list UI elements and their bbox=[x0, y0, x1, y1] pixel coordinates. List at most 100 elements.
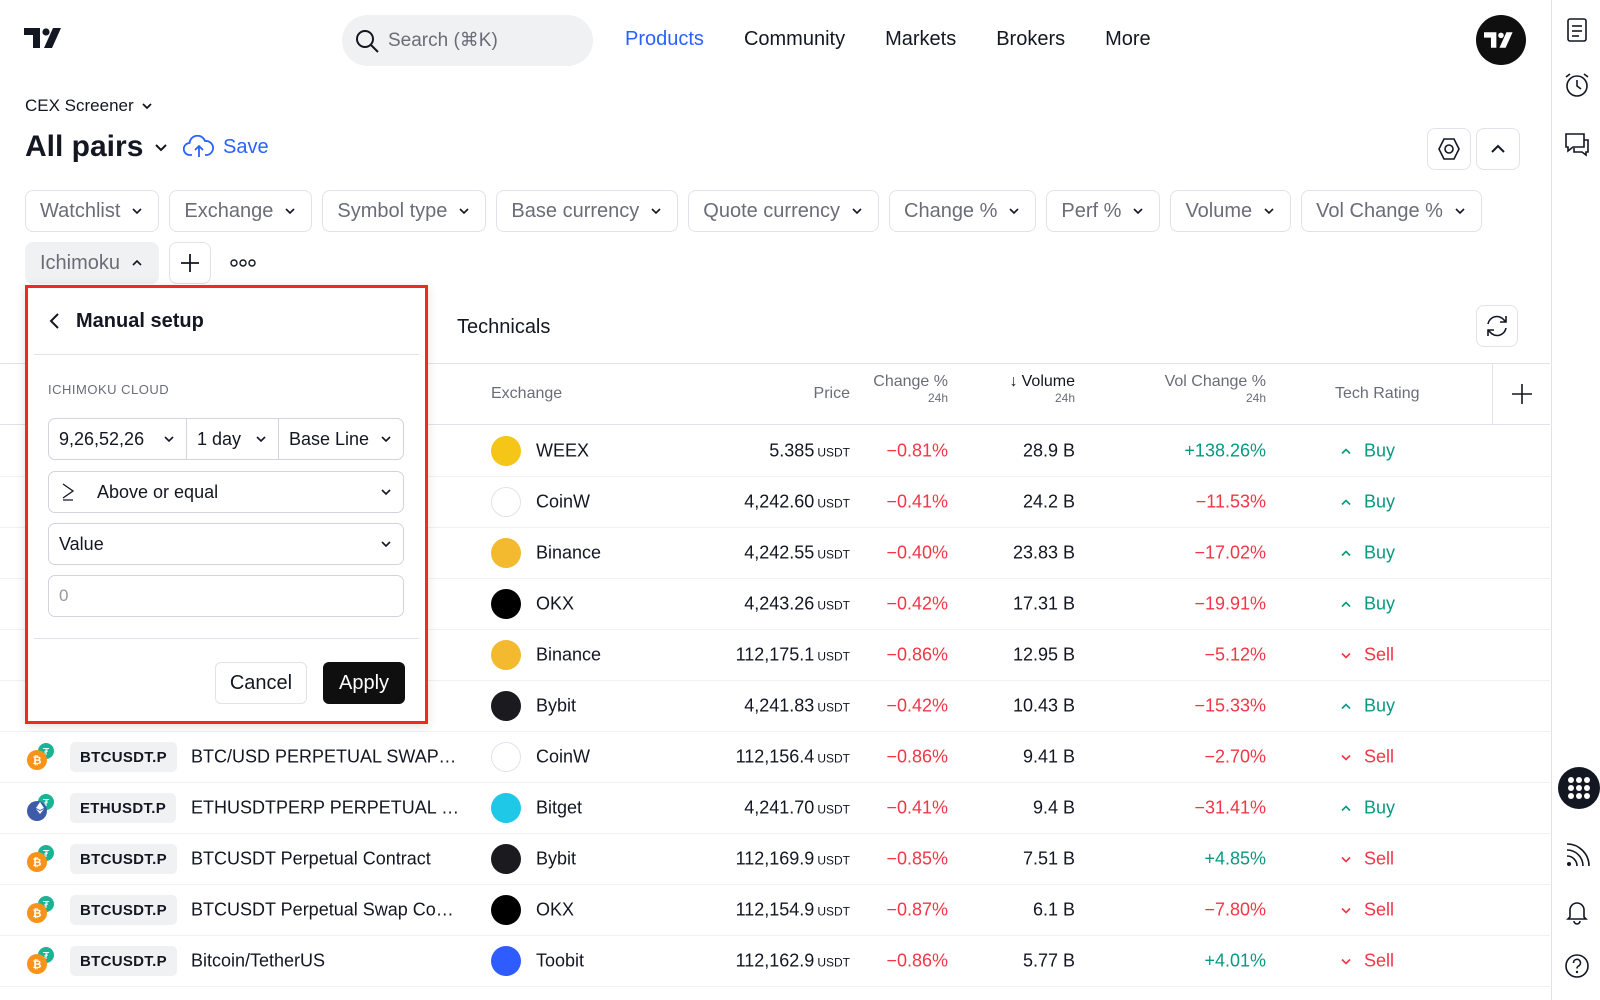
condition-select[interactable]: Above or equal bbox=[48, 471, 404, 513]
line-select[interactable]: Base Line bbox=[279, 419, 403, 459]
exchange-name: CoinW bbox=[536, 746, 591, 767]
cancel-button[interactable]: Cancel bbox=[215, 662, 307, 704]
compare-select[interactable]: Value bbox=[48, 523, 404, 565]
col-change[interactable]: Change % 24h bbox=[873, 373, 948, 405]
refresh-button[interactable] bbox=[1476, 305, 1518, 347]
condition-inner: Above or equal bbox=[49, 472, 403, 512]
filter-vol-change[interactable]: Vol Change % bbox=[1301, 190, 1482, 232]
ticker-badge[interactable]: BTCUSDT.P bbox=[70, 946, 177, 976]
alarm-clock-icon[interactable] bbox=[1563, 71, 1591, 99]
collapse-filters-button[interactable] bbox=[1476, 128, 1520, 170]
tradingview-avatar-icon bbox=[1484, 32, 1513, 48]
filter-base-currency[interactable]: Base currency bbox=[496, 190, 679, 232]
filter-symbol-type[interactable]: Symbol type bbox=[322, 190, 487, 232]
col-vol-change-label: Vol Change % bbox=[1164, 373, 1266, 390]
exchange-logo-icon bbox=[491, 895, 521, 925]
apps-menu-button[interactable] bbox=[1558, 767, 1600, 809]
value-input[interactable]: 0 bbox=[48, 575, 404, 617]
change-cell: −0.42% bbox=[886, 593, 948, 614]
price-value: 112,156.4 bbox=[735, 746, 815, 767]
save-button[interactable]: Save bbox=[183, 135, 269, 159]
table-row[interactable]: ₮ ₿ BTCUSDT.P BTC/USD PERPETUAL SWAP C... Co… bbox=[0, 732, 1550, 783]
notification-bell-icon[interactable] bbox=[1563, 898, 1591, 926]
more-options-icon[interactable] bbox=[229, 258, 257, 268]
chevron-down-icon bbox=[1133, 208, 1144, 215]
change-cell: −0.86% bbox=[886, 950, 948, 971]
nav-products[interactable]: Products bbox=[625, 28, 704, 50]
add-column-button[interactable] bbox=[1492, 364, 1550, 424]
change-cell: −0.40% bbox=[886, 542, 948, 563]
price-cell: 112,154.9 USDT bbox=[736, 900, 850, 921]
right-toolbar bbox=[1551, 0, 1600, 1000]
ticker-badge[interactable]: BTCUSDT.P bbox=[70, 742, 177, 772]
add-filter-button[interactable] bbox=[169, 242, 212, 284]
filter-exchange[interactable]: Exchange bbox=[169, 190, 313, 232]
manual-setup-popup: Manual setup ICHIMOKU CLOUD 9,26,52,26 1… bbox=[25, 285, 428, 724]
filter-perf[interactable]: Perf % bbox=[1046, 190, 1161, 232]
tech-rating-label: Buy bbox=[1364, 440, 1396, 461]
volume-cell: 28.9 B bbox=[1022, 440, 1075, 461]
vol-change-cell: −2.70% bbox=[1204, 746, 1266, 767]
nav-more[interactable]: More bbox=[1105, 28, 1151, 50]
help-icon[interactable] bbox=[1563, 952, 1591, 980]
chevron-down-icon bbox=[381, 436, 391, 443]
table-row[interactable]: Bybit 4,241.83 USDT −0.42% 10.43 B −15.33% Buy bbox=[0, 681, 1550, 732]
btc-coin-icon: ₮₿ bbox=[27, 947, 54, 974]
exchange-name: Binance bbox=[536, 542, 602, 563]
table-row[interactable]: ₮ ETHUSDT.P ETHUSDTPERP PERPETUAL MI... Bit… bbox=[0, 783, 1550, 834]
ticker-badge[interactable]: BTCUSDT.P bbox=[70, 895, 177, 925]
table-row[interactable]: ₮ ₿ BTCUSDT.P BTCUSDT Perpetual Swap Cont..… bbox=[0, 885, 1550, 936]
screener-selector[interactable]: CEX Screener bbox=[25, 96, 154, 116]
change-cell: −0.85% bbox=[886, 848, 948, 869]
nav-brokers[interactable]: Brokers bbox=[996, 28, 1066, 50]
feed-icon[interactable] bbox=[1563, 842, 1591, 870]
ticker-badge[interactable]: ETHUSDT.P bbox=[70, 793, 177, 823]
tab-technicals[interactable]: Technicals bbox=[457, 316, 551, 338]
tradingview-logo-icon[interactable] bbox=[24, 26, 68, 50]
arrow-up-icon bbox=[1341, 498, 1351, 505]
exchange-name: Bitget bbox=[536, 797, 583, 818]
col-volume[interactable]: ↓ Volume 24h bbox=[1010, 373, 1075, 405]
table-row[interactable]: WEEX 5.385 USDT −0.81% 28.9 B +138.26% Buy bbox=[0, 426, 1550, 477]
interval-select[interactable]: 1 day bbox=[187, 419, 279, 459]
col-tech-rating[interactable]: Tech Rating bbox=[1335, 385, 1420, 402]
chevron-down-icon bbox=[164, 436, 174, 443]
filter-volume[interactable]: Volume bbox=[1170, 190, 1292, 232]
change-cell: −0.86% bbox=[886, 644, 948, 665]
table-row[interactable]: ₮ ₿ BTCUSDT.P BTCUSDT Perpetual Contract Byb… bbox=[0, 834, 1550, 885]
chip-label: Symbol type bbox=[337, 199, 448, 222]
table-row[interactable]: ₮ ₿ BTCUSDT.P Bitcoin/TetherUS Toobit 112,162… bbox=[0, 936, 1550, 987]
col-price[interactable]: Price bbox=[813, 385, 850, 402]
arrow-up-icon bbox=[1341, 804, 1351, 811]
back-arrow-icon[interactable] bbox=[48, 312, 62, 330]
price-cell: 4,243.26 USDT bbox=[744, 594, 850, 615]
divider bbox=[34, 354, 419, 355]
params-select[interactable]: 9,26,52,26 bbox=[49, 419, 187, 459]
tech-rating-label: Buy bbox=[1364, 593, 1396, 614]
col-vol-change[interactable]: Vol Change % 24h bbox=[1165, 373, 1266, 405]
watchlist-icon[interactable] bbox=[1563, 16, 1591, 44]
filter-quote-currency[interactable]: Quote currency bbox=[688, 190, 879, 232]
change-cell: −0.41% bbox=[886, 797, 948, 818]
chip-label: Base currency bbox=[511, 199, 640, 222]
apply-button[interactable]: Apply bbox=[323, 662, 405, 704]
screener-settings-button[interactable] bbox=[1427, 128, 1471, 170]
search-bar[interactable]: Search (⌘K) bbox=[342, 15, 593, 66]
ticker-badge[interactable]: BTCUSDT.P bbox=[70, 844, 177, 874]
filter-change[interactable]: Change % bbox=[889, 190, 1037, 232]
nav-markets[interactable]: Markets bbox=[885, 28, 957, 50]
chat-icon[interactable] bbox=[1563, 130, 1591, 158]
filter-watchlist[interactable]: Watchlist bbox=[25, 190, 160, 232]
filter-ichimoku[interactable]: Ichimoku bbox=[25, 242, 160, 284]
nav-community[interactable]: Community bbox=[743, 28, 846, 50]
user-menu-button[interactable] bbox=[1476, 15, 1526, 65]
arrow-up-icon bbox=[1341, 600, 1351, 607]
col-exchange[interactable]: Exchange bbox=[491, 385, 563, 402]
tech-rating-label: Buy bbox=[1364, 491, 1396, 512]
indicator-params-row: 9,26,52,26 1 day Base Line bbox=[48, 418, 404, 460]
screen-selector[interactable]: All pairs bbox=[25, 130, 169, 164]
